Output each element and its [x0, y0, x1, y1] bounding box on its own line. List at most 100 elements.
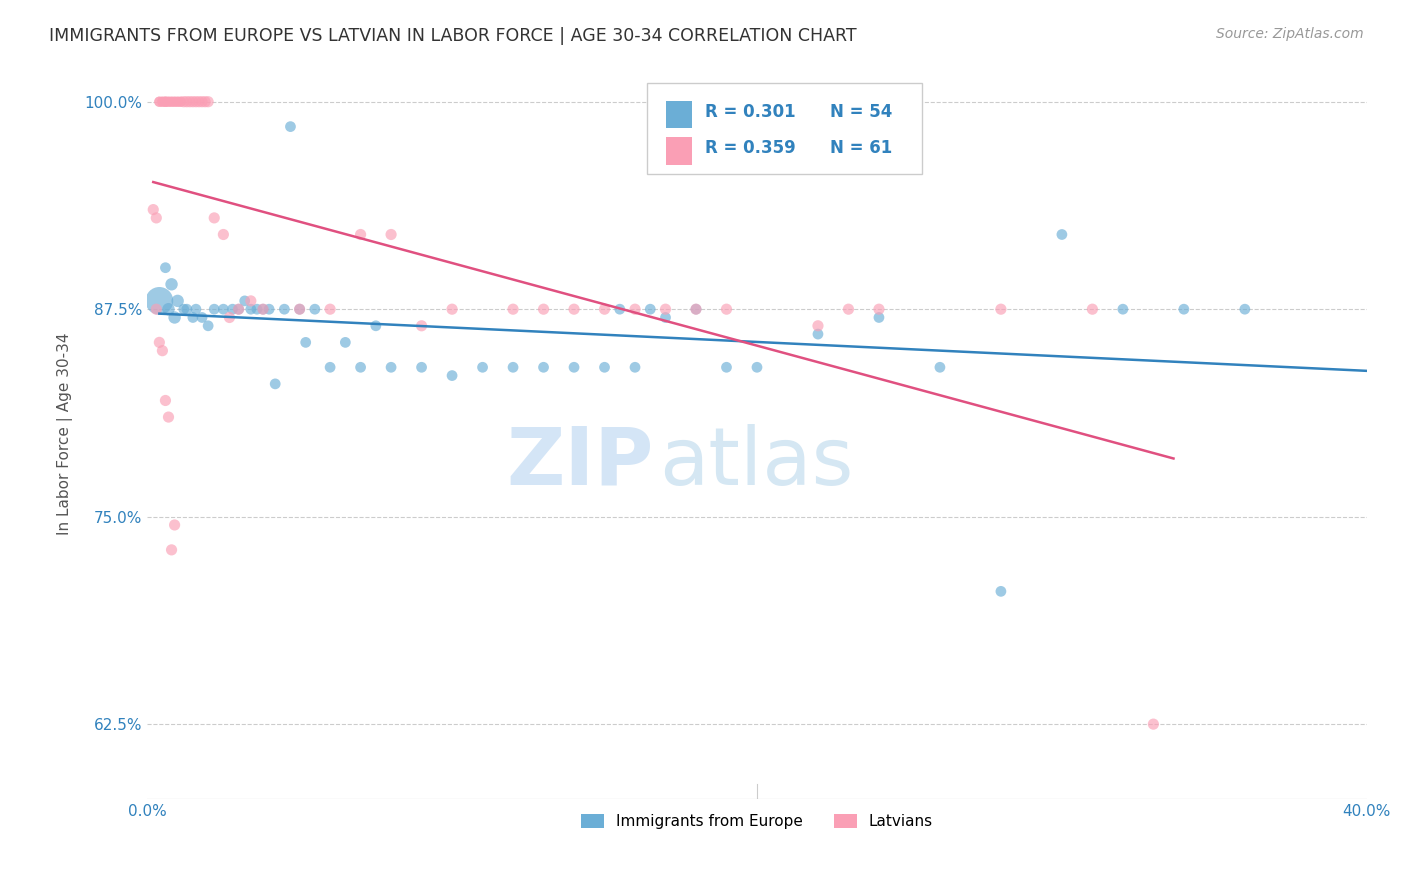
- Point: [239, 293, 262, 308]
- Point: [807, 327, 830, 342]
- Point: [304, 302, 326, 317]
- Text: Source: ZipAtlas.com: Source: ZipAtlas.com: [1216, 27, 1364, 41]
- Point: [160, 542, 183, 557]
- Point: [163, 518, 186, 533]
- Point: [145, 302, 167, 317]
- Point: [380, 227, 402, 242]
- Point: [166, 293, 188, 308]
- Point: [624, 360, 647, 375]
- Point: [218, 310, 240, 325]
- Point: [197, 95, 219, 109]
- Point: [163, 95, 186, 109]
- Point: [335, 335, 357, 350]
- Point: [155, 95, 177, 109]
- Point: [184, 95, 207, 109]
- Point: [173, 302, 195, 317]
- Point: [170, 95, 193, 109]
- Point: [411, 360, 433, 375]
- Point: [202, 302, 225, 317]
- Point: [173, 95, 195, 109]
- Point: [152, 343, 174, 358]
- Point: [593, 302, 616, 317]
- Point: [142, 202, 165, 217]
- Point: [163, 95, 186, 109]
- Point: [152, 95, 174, 109]
- Point: [716, 302, 738, 317]
- Point: [807, 318, 830, 333]
- Point: [257, 302, 280, 317]
- Point: [176, 302, 198, 317]
- Text: R = 0.301: R = 0.301: [704, 103, 796, 120]
- Point: [181, 310, 204, 325]
- Point: [188, 95, 211, 109]
- Point: [163, 310, 186, 325]
- Point: [929, 360, 952, 375]
- Point: [502, 360, 524, 375]
- Point: [502, 302, 524, 317]
- Point: [1233, 302, 1256, 317]
- Point: [990, 302, 1012, 317]
- Point: [441, 302, 464, 317]
- Point: [868, 302, 890, 317]
- Point: [239, 302, 262, 317]
- Point: [155, 95, 177, 109]
- Point: [194, 95, 217, 109]
- Point: [252, 302, 274, 317]
- Point: [364, 318, 387, 333]
- Point: [148, 95, 170, 109]
- Point: [228, 302, 250, 317]
- Point: [837, 302, 859, 317]
- Bar: [665, 137, 692, 165]
- Point: [533, 360, 555, 375]
- Point: [160, 277, 183, 292]
- Point: [288, 302, 311, 317]
- Point: [191, 95, 214, 109]
- Point: [145, 211, 167, 225]
- Point: [252, 302, 274, 317]
- Point: [155, 95, 177, 109]
- Point: [264, 376, 287, 391]
- Point: [380, 360, 402, 375]
- Point: [157, 410, 180, 425]
- Point: [280, 120, 302, 134]
- Point: [212, 227, 235, 242]
- FancyBboxPatch shape: [647, 83, 922, 175]
- Point: [593, 360, 616, 375]
- Point: [349, 360, 371, 375]
- Point: [990, 584, 1012, 599]
- Text: N = 54: N = 54: [830, 103, 893, 120]
- Bar: [665, 101, 692, 128]
- Point: [176, 95, 198, 109]
- Point: [654, 310, 676, 325]
- Point: [533, 302, 555, 317]
- Text: atlas: atlas: [659, 424, 853, 502]
- Point: [184, 302, 207, 317]
- Point: [148, 95, 170, 109]
- Point: [152, 95, 174, 109]
- Point: [288, 302, 311, 317]
- Point: [1112, 302, 1135, 317]
- Point: [157, 302, 180, 317]
- Point: [1081, 302, 1104, 317]
- Point: [228, 302, 250, 317]
- Point: [157, 95, 180, 109]
- Point: [319, 360, 342, 375]
- Point: [148, 293, 170, 308]
- Legend: Immigrants from Europe, Latvians: Immigrants from Europe, Latvians: [575, 808, 939, 835]
- Point: [202, 211, 225, 225]
- Point: [166, 95, 188, 109]
- Text: R = 0.359: R = 0.359: [704, 139, 796, 157]
- Point: [1142, 717, 1164, 731]
- Point: [148, 335, 170, 350]
- Text: N = 61: N = 61: [830, 139, 893, 157]
- Point: [221, 302, 243, 317]
- Point: [179, 95, 201, 109]
- Point: [191, 310, 214, 325]
- Point: [155, 260, 177, 275]
- Point: [273, 302, 295, 317]
- Point: [170, 95, 193, 109]
- Text: IMMIGRANTS FROM EUROPE VS LATVIAN IN LABOR FORCE | AGE 30-34 CORRELATION CHART: IMMIGRANTS FROM EUROPE VS LATVIAN IN LAB…: [49, 27, 856, 45]
- Point: [157, 95, 180, 109]
- Point: [638, 302, 661, 317]
- Point: [562, 302, 585, 317]
